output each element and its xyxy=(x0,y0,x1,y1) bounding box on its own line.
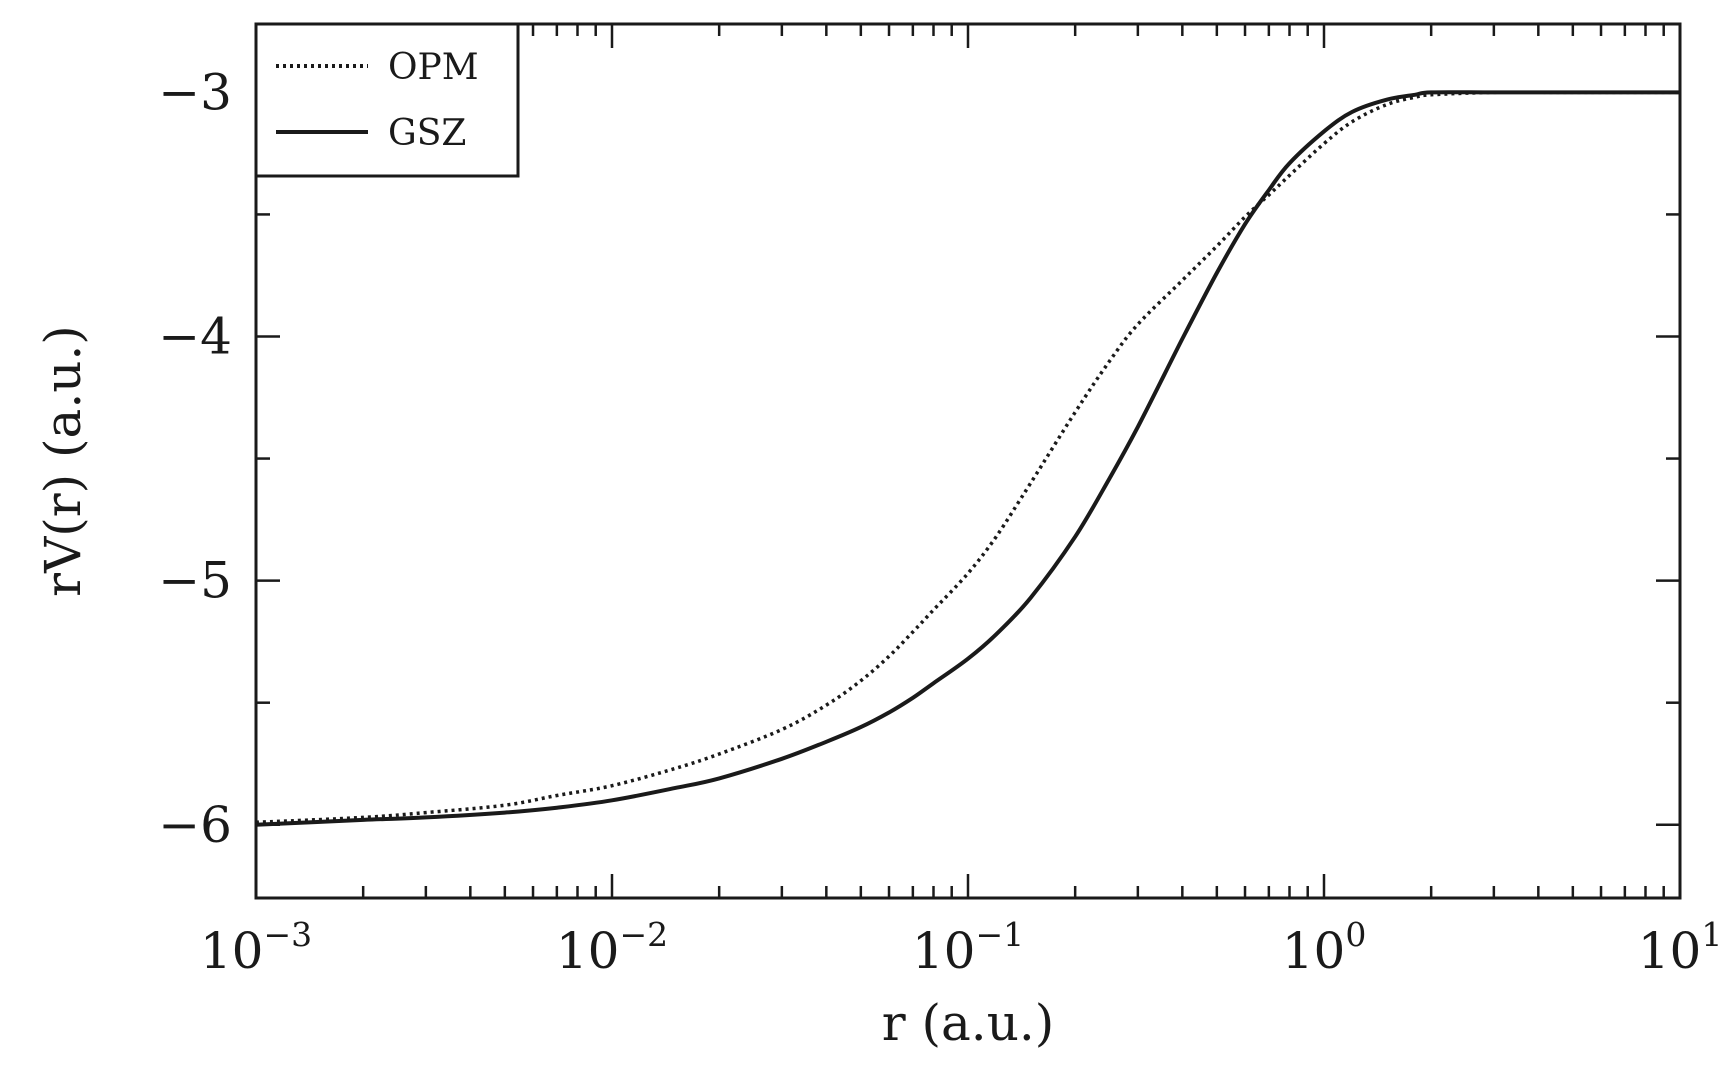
legend: OPM GSZ xyxy=(254,22,520,178)
series-line-gsz xyxy=(255,90,1680,827)
y-tick-label: −4 xyxy=(158,307,232,365)
x-tick-label: 10−3 xyxy=(200,915,312,980)
x-tick-base: 10 xyxy=(556,922,620,980)
x-tick-label: 10−2 xyxy=(556,915,668,980)
x-tick-label: 100 xyxy=(1282,915,1367,980)
x-tick-exponent: −1 xyxy=(975,915,1024,954)
series-layer xyxy=(255,90,1680,827)
x-tick-base: 10 xyxy=(1282,922,1346,980)
x-tick-exponent: 1 xyxy=(1701,915,1722,954)
x-tick-base: 10 xyxy=(200,922,264,980)
x-tick-exponent: −3 xyxy=(263,915,312,954)
x-tick-label: 10−1 xyxy=(912,915,1024,980)
x-tick-exponent: 0 xyxy=(1345,915,1366,954)
y-axis-label: rV(r) (a.u.) xyxy=(34,325,92,597)
y-tick-label: −3 xyxy=(158,63,232,121)
x-tick-base: 10 xyxy=(912,922,976,980)
y-tick-label: −5 xyxy=(158,552,232,610)
legend-label-gsz: GSZ xyxy=(388,113,466,154)
series-line-opm xyxy=(255,90,1680,825)
y-tick-label: −6 xyxy=(158,796,232,854)
legend-label-opm: OPM xyxy=(388,47,479,88)
x-tick-labels: 10−3 10−2 10−1 100 101 xyxy=(200,915,1722,980)
y-tick-labels: −3 −4 −5 −6 xyxy=(158,63,232,853)
legend-box xyxy=(254,22,520,178)
x-tick-exponent: −2 xyxy=(619,915,668,954)
x-tick-label: 101 xyxy=(1638,915,1723,980)
plot-frame xyxy=(254,22,1682,900)
x-axis-label: r (a.u.) xyxy=(882,994,1055,1052)
x-tick-base: 10 xyxy=(1638,922,1702,980)
